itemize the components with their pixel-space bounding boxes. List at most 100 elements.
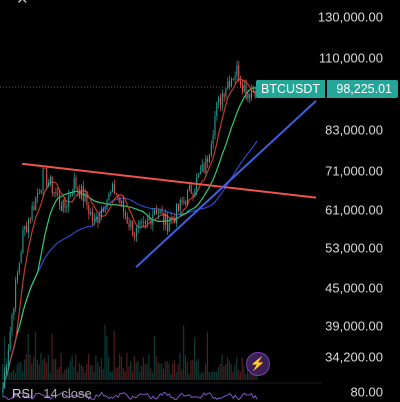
volume-bar — [194, 337, 196, 380]
volume-bar — [25, 354, 27, 380]
candle-body — [102, 208, 104, 212]
volume-bar — [172, 363, 174, 380]
volume-bar — [190, 360, 192, 380]
candle-body — [5, 365, 7, 373]
volume-bar — [203, 372, 205, 380]
candle-body — [165, 215, 167, 225]
volume-bar — [115, 367, 117, 380]
volume-bar — [84, 372, 86, 380]
price-axis-label: 110,000.00 — [318, 50, 383, 66]
resistance-trendline — [21, 162, 317, 199]
candle-body — [110, 191, 112, 194]
volume-bar — [47, 354, 49, 380]
volume-bar — [146, 364, 148, 380]
candle-body — [245, 84, 247, 99]
candle-body — [69, 194, 71, 196]
volume-bar — [164, 361, 166, 380]
candle-body — [218, 97, 220, 103]
candle-body — [99, 217, 101, 223]
candle-body — [176, 204, 178, 224]
candle-body — [91, 211, 93, 221]
candle-body — [46, 168, 48, 187]
candle-body — [112, 184, 114, 192]
volume-bar — [34, 332, 37, 380]
candle-body — [22, 229, 24, 253]
volume-bar — [221, 354, 223, 380]
candle-body — [221, 93, 223, 105]
volume-bar — [104, 324, 106, 380]
volume-bar — [102, 368, 104, 380]
candle-body — [250, 90, 253, 99]
candle-body — [254, 90, 256, 97]
volume-bar — [162, 368, 165, 380]
volume-bar — [60, 352, 62, 380]
candle-body — [126, 216, 128, 224]
candle-body — [7, 349, 9, 366]
candle-body — [51, 176, 53, 194]
volume-bar — [22, 371, 24, 380]
price-axis-label: 45,000.00 — [325, 280, 383, 296]
candle-body — [225, 87, 227, 97]
candle-body — [57, 193, 59, 195]
candle-body — [188, 185, 190, 190]
candle-body — [137, 224, 139, 228]
candle-body — [121, 200, 123, 204]
candle-body — [161, 210, 163, 213]
candle-body — [122, 200, 125, 213]
candle-body — [141, 221, 143, 223]
volume-bar — [225, 363, 227, 380]
lightning-icon[interactable]: ⚡ — [246, 352, 270, 376]
price-axis-label: 130,000.00 — [317, 9, 383, 25]
volume-bar — [62, 373, 64, 380]
candle-body — [86, 193, 88, 206]
volume-bar — [166, 361, 168, 380]
volume-bar — [212, 370, 214, 380]
candle-body — [24, 225, 26, 230]
candle-body — [20, 252, 22, 263]
volume-bar — [120, 356, 123, 380]
candle-body — [236, 65, 238, 76]
volume-bar — [173, 360, 176, 380]
close-icon[interactable]: ✕ — [16, 0, 32, 8]
candle-body — [243, 84, 245, 92]
candle-body — [163, 212, 165, 225]
volume-bar — [150, 368, 152, 380]
volume-bar — [67, 367, 70, 380]
rsi-indicator-label[interactable]: RSI 14 close — [0, 386, 92, 402]
volume-bar — [87, 354, 90, 380]
volume-bar — [239, 371, 241, 380]
volume-bar — [108, 356, 110, 380]
support-trendline — [135, 100, 317, 268]
volume-bar — [142, 357, 145, 380]
candle-body — [247, 93, 249, 99]
candle-body — [42, 168, 44, 190]
candle-body — [227, 81, 229, 88]
candle-body — [113, 184, 115, 194]
volume-bar — [76, 372, 79, 380]
rsi-line — [2, 391, 258, 400]
price-axis-label: 34,200.00 — [325, 349, 383, 365]
candle-body — [170, 217, 172, 223]
volume-bar — [75, 354, 77, 380]
volume-bar — [14, 373, 17, 380]
candle-body — [44, 168, 46, 170]
volume-bar — [183, 325, 185, 380]
candle-body — [232, 78, 234, 80]
volume-bar — [208, 372, 210, 380]
volume-bar — [199, 373, 201, 380]
volume-bar — [214, 371, 216, 380]
candle-body — [108, 193, 110, 201]
candle-body — [35, 197, 37, 211]
candle-body — [38, 193, 40, 195]
candle-body — [40, 189, 42, 194]
candle-body — [210, 143, 212, 155]
candle-body — [33, 205, 35, 211]
volume-bar — [111, 371, 113, 380]
candle-body — [93, 218, 95, 221]
rsi-params: 14 close — [43, 386, 92, 401]
volume-bar — [89, 365, 91, 380]
candle-body — [64, 200, 66, 208]
candle-body — [172, 217, 174, 219]
